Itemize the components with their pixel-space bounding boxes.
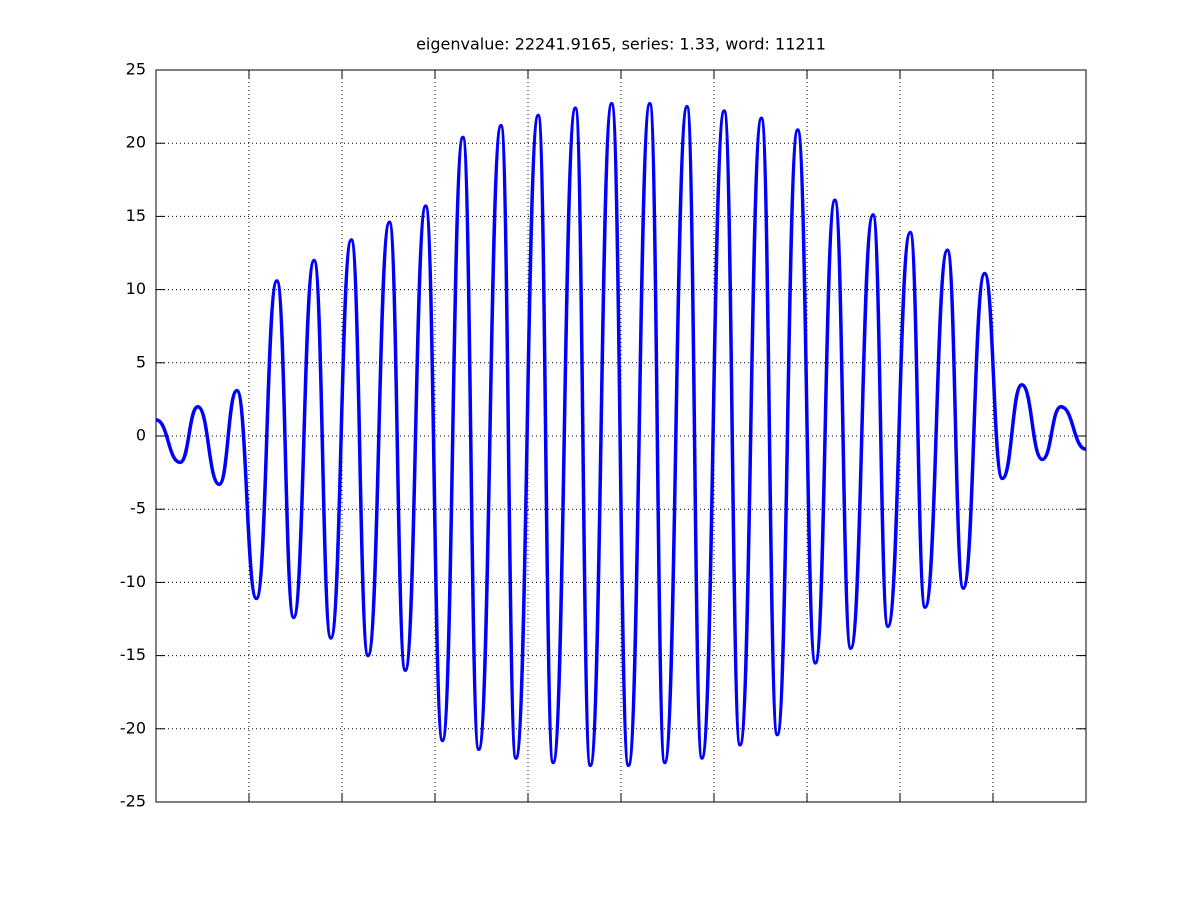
chart-title: eigenvalue: 22241.9165, series: 1.33, wo… [416,35,826,54]
y-tick-label: -15 [120,645,146,664]
y-tick-label: 15 [126,206,146,225]
plot-frame [155,69,1087,803]
y-tick-label: -20 [120,718,146,737]
y-tick-label: 10 [126,279,146,298]
y-tick-label: -10 [120,572,146,591]
y-tick-label: 20 [126,133,146,152]
y-tick-label: -5 [130,499,146,518]
y-tick-label: -25 [120,792,146,811]
y-tick-label: 25 [126,60,146,79]
data-line [155,101,1087,768]
y-tick-label: 0 [136,426,146,445]
y-tick-label: 5 [136,352,146,371]
